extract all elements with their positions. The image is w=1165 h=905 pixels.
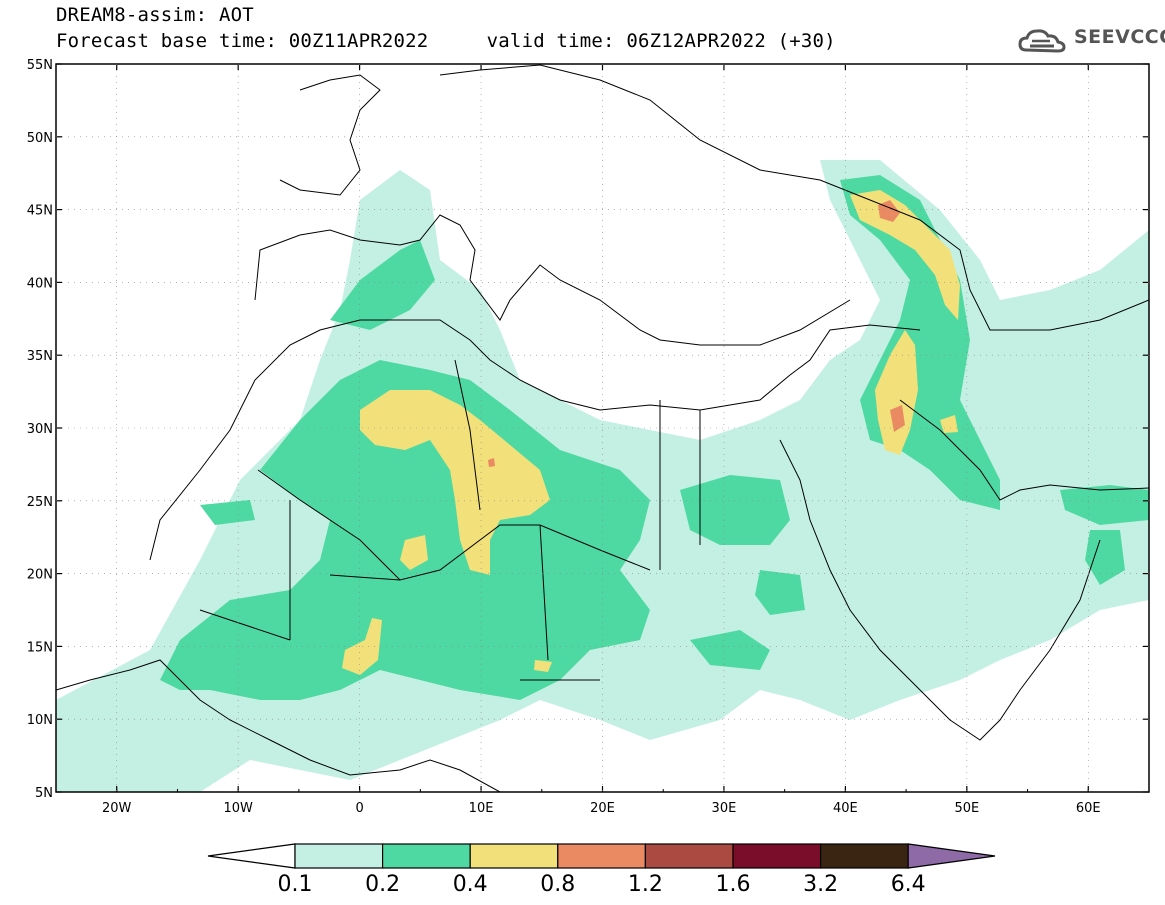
colorbar-segment (557, 843, 646, 869)
colorbar-segment (644, 843, 734, 869)
aot-field (56, 160, 1149, 792)
aot-band-0.2 (160, 175, 1149, 700)
lat-label: 55N (27, 58, 53, 73)
longitude-axis: 20W 10W 0 10E 20E 30E 40E 50E 60E (55, 64, 1150, 816)
forecast-base-time: Forecast base time: 00Z11APR2022 (56, 30, 429, 52)
lat-label: 40N (27, 276, 53, 291)
lat-label: 5N (35, 786, 53, 801)
colorbar-segment (732, 843, 822, 869)
lon-label: 40E (833, 801, 858, 816)
colorbar: 0.1 0.2 0.4 0.8 1.2 1.6 3.2 6.4 (207, 843, 996, 897)
logo-text: SEEVCCC (1074, 26, 1165, 48)
coastlines (56, 64, 1149, 792)
lat-label: 15N (27, 640, 53, 655)
valid-time: valid time: 06Z12APR2022 (+30) (486, 30, 836, 52)
colorbar-label: 0.2 (365, 872, 400, 897)
lon-label: 0 (355, 801, 363, 816)
lon-label: 30E (712, 801, 737, 816)
cloud-icon (1018, 29, 1066, 53)
lat-label: 45N (27, 204, 53, 219)
lon-label: 10W (223, 801, 253, 816)
colorbar-segment (819, 843, 909, 869)
lon-label: 20W (102, 801, 132, 816)
lat-label: 35N (27, 349, 53, 364)
colorbar-label: 6.4 (891, 872, 926, 897)
colorbar-label: 1.6 (716, 872, 751, 897)
colorbar-segment (294, 843, 384, 869)
colorbar-label: 0.8 (540, 872, 575, 897)
colorbar-label: 3.2 (803, 872, 838, 897)
lat-label: 30N (27, 422, 53, 437)
colorbar-segment (382, 843, 471, 869)
chart-title-line1: DREAM8-assim: AOT (56, 4, 254, 26)
lat-label: 10N (27, 713, 53, 728)
chart-title-line2: Forecast base time: 00Z11APR2022 valid t… (56, 30, 836, 52)
lon-label: 50E (954, 801, 979, 816)
colorbar-label: 1.2 (628, 872, 663, 897)
colorbar-segment (469, 843, 559, 869)
colorbar-upper-arrow (907, 843, 996, 869)
lon-label: 20E (590, 801, 615, 816)
colorbar-lower-arrow (207, 843, 296, 869)
colorbar-label: 0.1 (278, 872, 313, 897)
lat-label: 50N (27, 131, 53, 146)
colorbar-label: 0.4 (453, 872, 488, 897)
lat-label: 20N (27, 568, 53, 583)
lat-label: 25N (27, 495, 53, 510)
lon-label: 60E (1076, 801, 1101, 816)
latitude-axis: 55N 50N 45N 40N 35N 30N 25N 20N 15N 10N 5N (27, 58, 1149, 801)
lon-label: 10E (469, 801, 494, 816)
